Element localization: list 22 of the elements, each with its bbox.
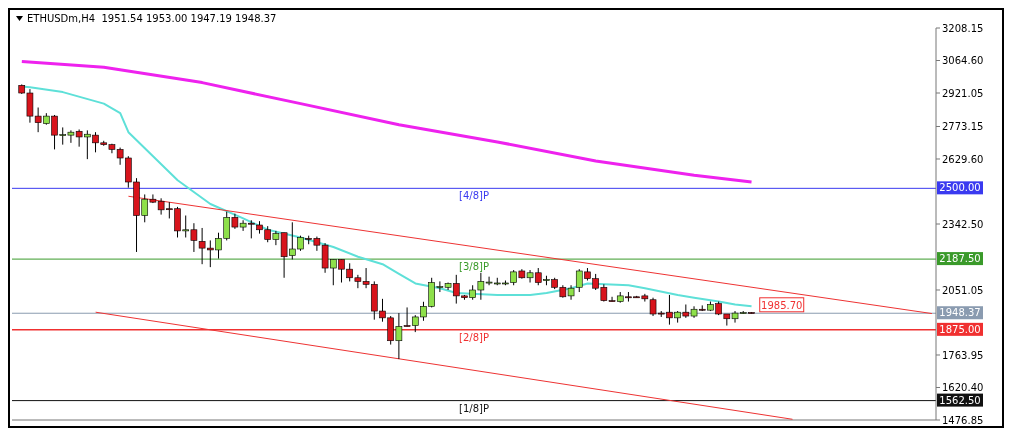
text: 1948.37 xyxy=(939,307,981,319)
text: 2187.50 xyxy=(939,253,981,265)
y-tick-label: 3208.15 xyxy=(942,22,984,34)
y-tick-label: 3064.60 xyxy=(942,55,984,67)
y-tick-label: 2051.05 xyxy=(942,284,984,296)
ref-line-label: [4/8]P xyxy=(459,190,489,202)
annotation: 1985.70 xyxy=(761,299,803,311)
y-tick-label: 1476.85 xyxy=(942,414,984,426)
ref-line-label: [1/8]P xyxy=(459,402,489,414)
y-tick-label: 1620.40 xyxy=(942,382,984,394)
y-tick-label: 2629.60 xyxy=(942,153,984,165)
y-tick-label: 2342.50 xyxy=(942,218,984,230)
y-tick-label: 2773.15 xyxy=(942,121,984,133)
y-tick-label: 1763.95 xyxy=(942,349,984,361)
chart-title: ETHUSDm,H4 1951.54 1953.00 1947.19 1948.37 xyxy=(27,13,277,24)
text: 1875.00 xyxy=(939,323,981,335)
y-tick-label: 2921.05 xyxy=(942,87,984,99)
line-series xyxy=(20,60,754,184)
ref-line-label: [3/8]P xyxy=(459,261,489,273)
text: 1562.50 xyxy=(939,394,981,406)
text: 2500.00 xyxy=(939,182,981,194)
ref-line-label: [2/8]P xyxy=(459,331,489,343)
